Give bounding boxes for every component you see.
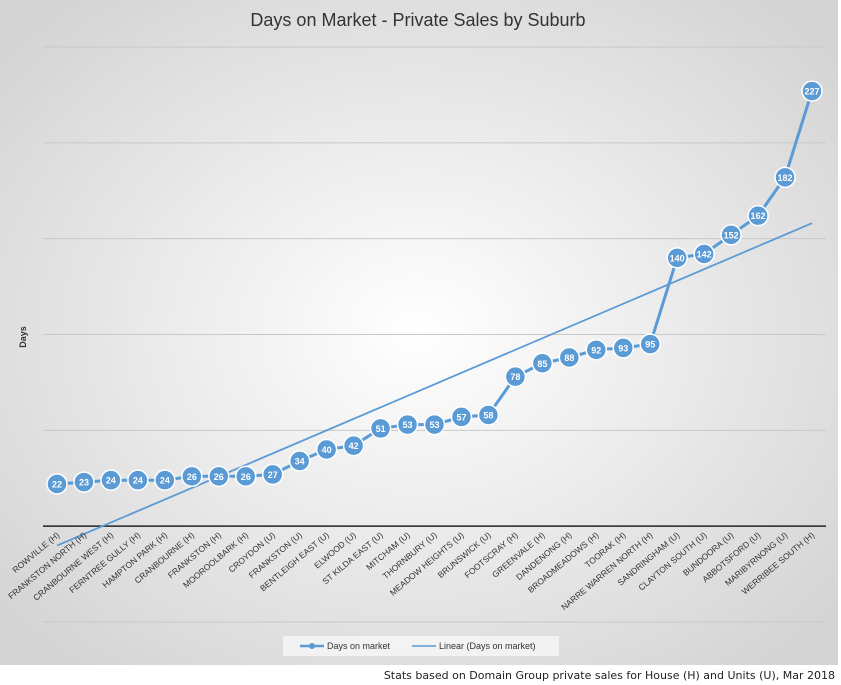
data-label: 26 xyxy=(241,472,251,482)
legend-label-days-on-market: Days on market xyxy=(327,641,391,651)
data-point xyxy=(801,80,823,102)
series-layer: 22 23 24 24 24 26 26 26 27 34 40 42 51 53 53 57 58 78 85 88… xyxy=(46,80,823,495)
data-point xyxy=(747,204,769,227)
data-point xyxy=(531,352,554,374)
data-label: 24 xyxy=(160,476,170,486)
data-point xyxy=(504,365,527,388)
data-label: 22 xyxy=(52,480,62,490)
data-point xyxy=(369,417,392,440)
data-point xyxy=(127,469,149,491)
legend-marker-days-on-market xyxy=(309,643,315,649)
data-label: 140 xyxy=(670,253,685,263)
data-point xyxy=(693,243,715,265)
data-label: 40 xyxy=(322,445,332,455)
data-label: 26 xyxy=(187,472,197,482)
data-label: 57 xyxy=(456,412,466,422)
data-point xyxy=(612,337,634,359)
data-label: 142 xyxy=(697,250,712,260)
chart-title: Days on Market - Private Sales by Suburb xyxy=(250,10,585,30)
data-label: 227 xyxy=(804,87,819,97)
data-label: 23 xyxy=(79,478,89,488)
data-label: 88 xyxy=(564,353,574,363)
data-label: 93 xyxy=(618,343,628,353)
data-point xyxy=(423,413,446,436)
data-point xyxy=(450,406,473,428)
data-point xyxy=(46,473,68,495)
data-label: 51 xyxy=(376,424,386,434)
data-label: 95 xyxy=(645,340,655,350)
legend-label-linear: Linear (Days on market) xyxy=(439,641,536,651)
data-point xyxy=(261,463,284,486)
trendline-layer xyxy=(56,222,813,547)
data-label: 26 xyxy=(214,472,224,482)
data-point xyxy=(477,404,500,426)
data-point xyxy=(666,247,688,269)
data-point xyxy=(181,465,203,488)
data-point xyxy=(100,469,122,491)
data-label: 24 xyxy=(106,476,116,486)
data-label: 27 xyxy=(268,470,278,480)
data-point xyxy=(774,166,796,189)
legend: Days on market Linear (Days on market) xyxy=(283,636,559,656)
data-point xyxy=(720,224,742,246)
data-label: 53 xyxy=(429,420,439,430)
data-label: 92 xyxy=(591,345,601,355)
footnote: Stats based on Domain Group private sale… xyxy=(381,668,837,683)
data-label: 182 xyxy=(778,173,793,183)
data-point xyxy=(73,471,95,493)
data-label: 85 xyxy=(537,359,547,369)
data-point xyxy=(208,465,230,488)
chart-background xyxy=(0,0,838,665)
data-label: 162 xyxy=(751,211,766,221)
data-label: 53 xyxy=(403,420,413,430)
data-point xyxy=(288,450,311,472)
data-point xyxy=(558,346,581,369)
data-point xyxy=(154,469,176,491)
data-label: 34 xyxy=(295,457,305,467)
data-point xyxy=(585,339,608,361)
data-point xyxy=(315,438,338,461)
y-axis-label: Days xyxy=(18,326,28,348)
data-label: 58 xyxy=(483,411,493,421)
data-point xyxy=(235,465,257,488)
data-label: 24 xyxy=(133,476,143,486)
trendline xyxy=(56,222,813,547)
data-point xyxy=(342,434,365,457)
data-point xyxy=(639,333,661,355)
data-label: 42 xyxy=(349,441,359,451)
data-label: 152 xyxy=(724,230,739,240)
data-label: 78 xyxy=(510,372,520,382)
data-point xyxy=(396,413,419,436)
